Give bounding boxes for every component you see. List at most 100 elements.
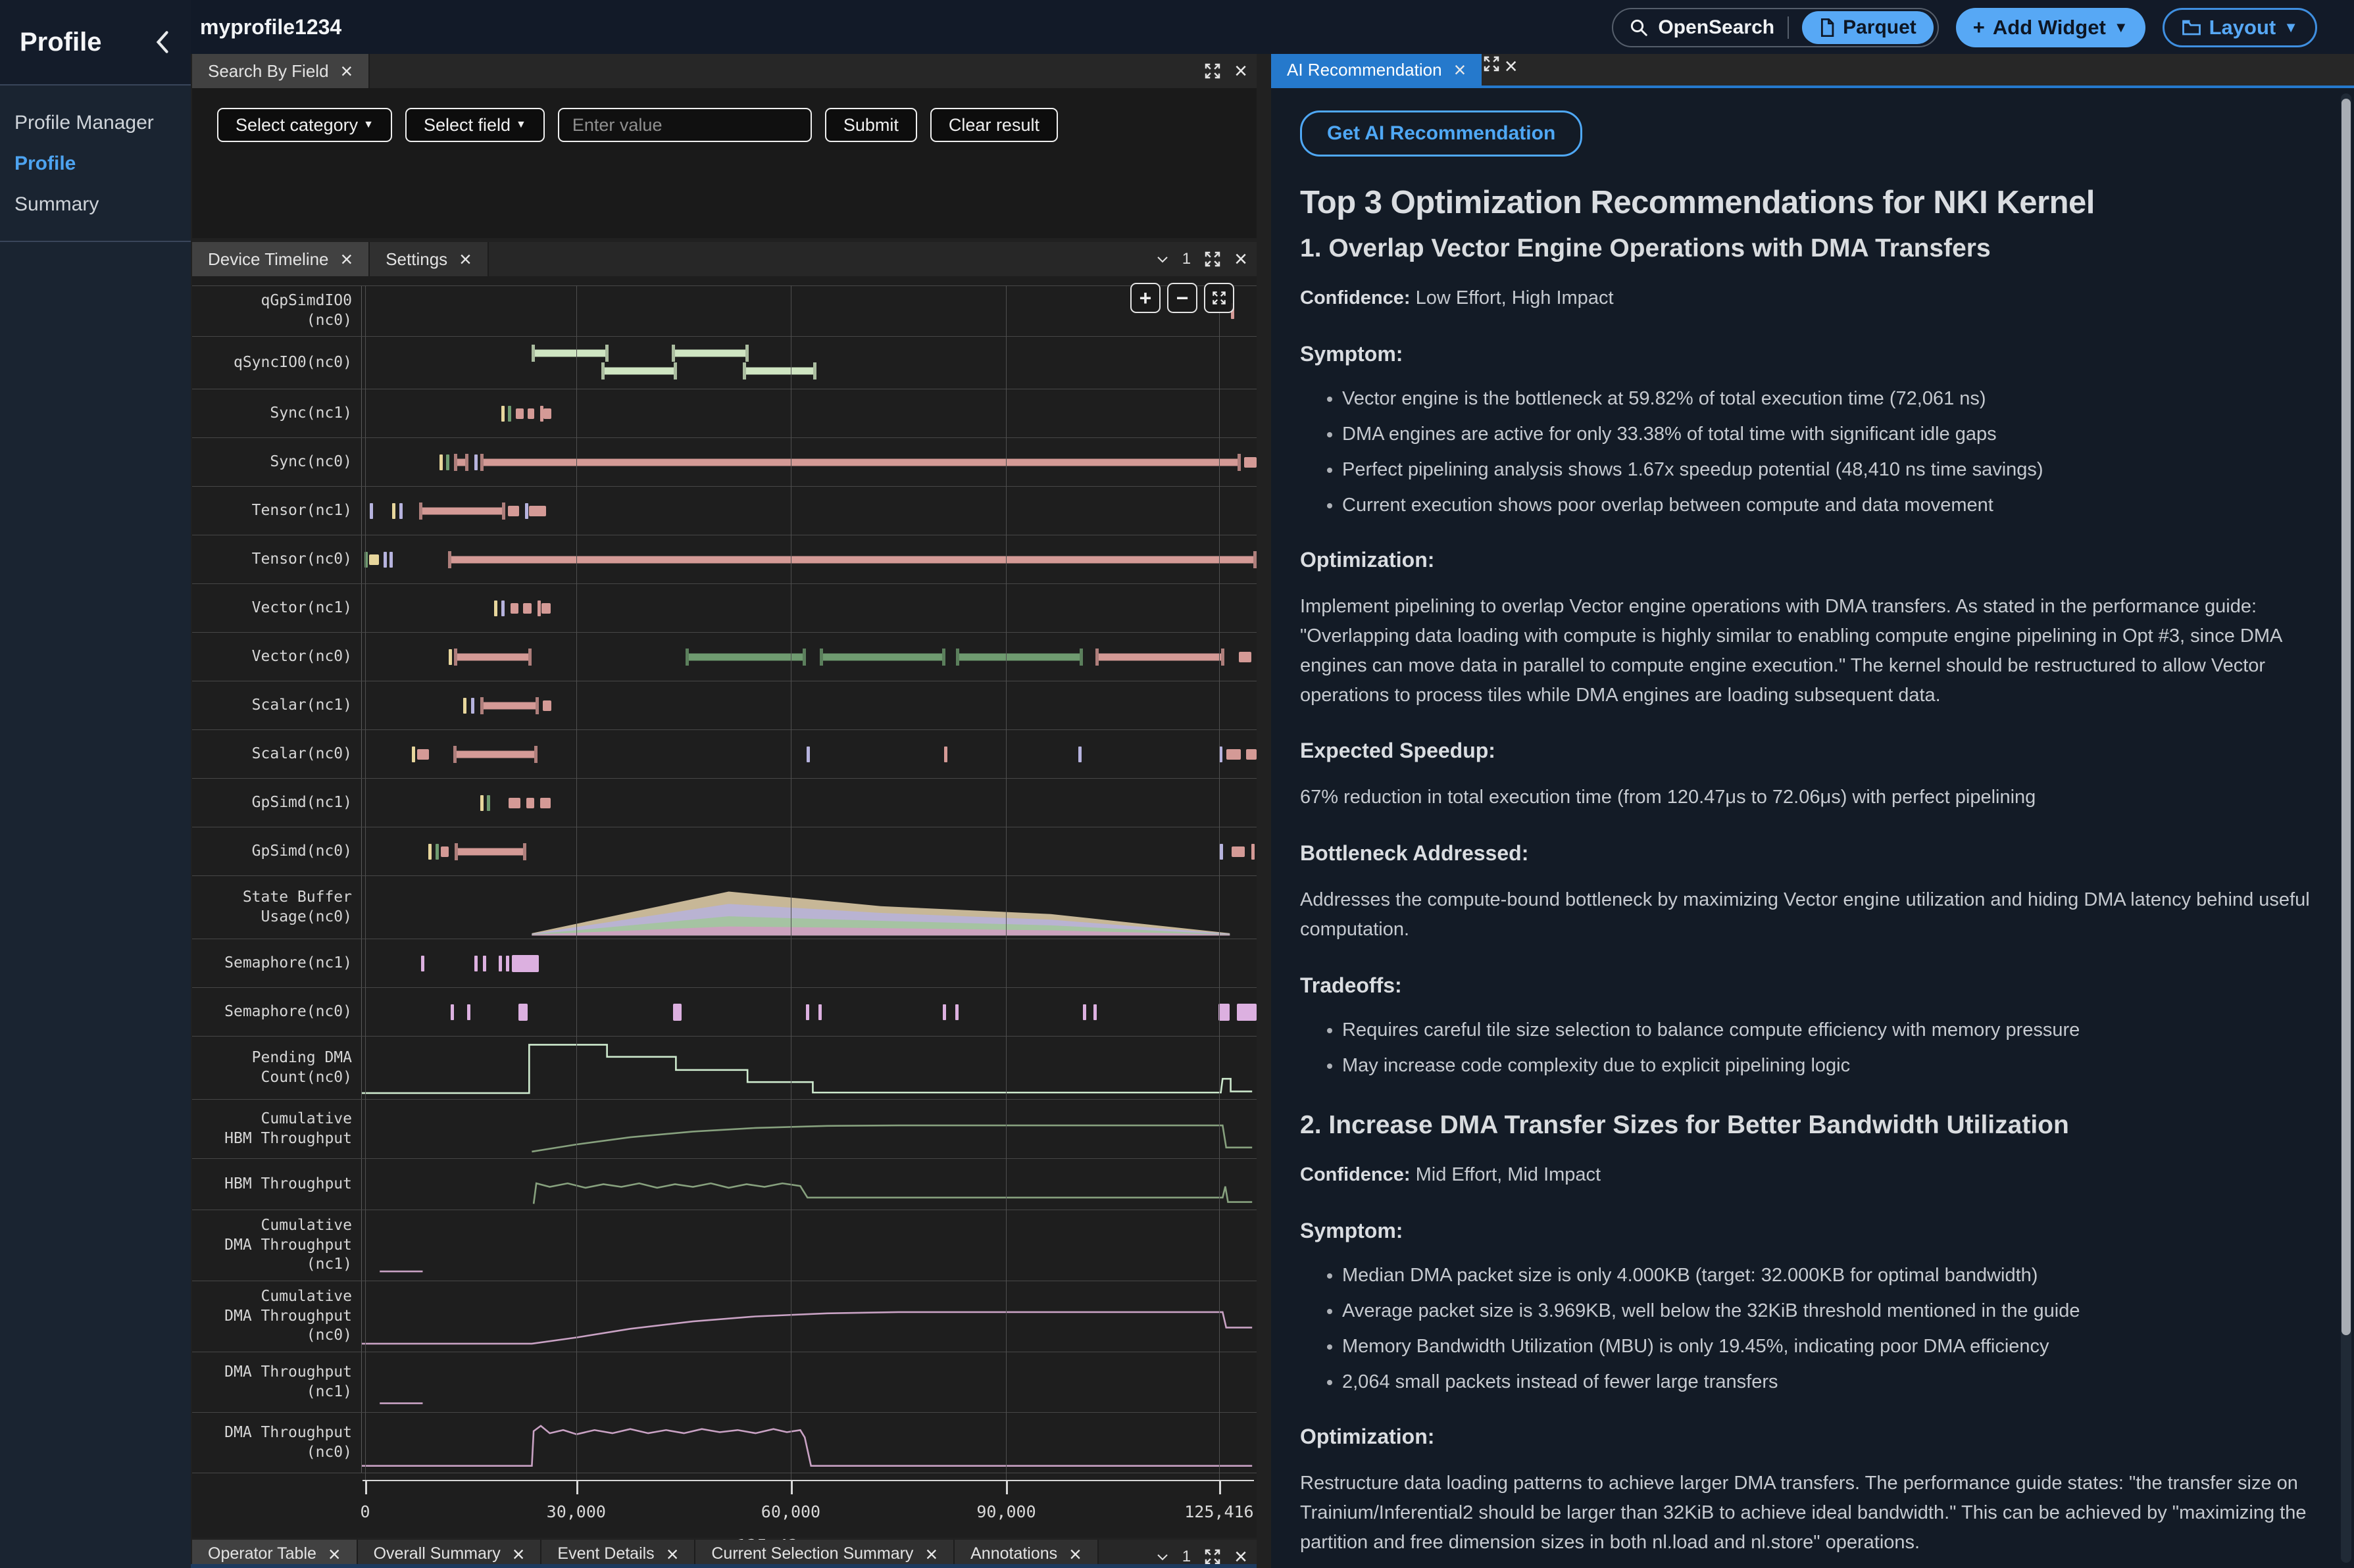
timeline-track-plot[interactable] [362, 389, 1257, 437]
timeline-event[interactable] [522, 602, 532, 614]
timeline-event[interactable] [1237, 1003, 1257, 1021]
timeline-track-plot[interactable] [362, 535, 1257, 583]
layout-button[interactable]: Layout ▼ [2162, 8, 2317, 47]
timeline-track-plot[interactable] [362, 438, 1257, 486]
timeline-event[interactable] [541, 602, 551, 614]
tab-operator-table[interactable]: Operator Table × [192, 1540, 358, 1568]
timeline-track-plot[interactable] [362, 286, 1257, 336]
timeline-event[interactable] [499, 955, 503, 971]
timeline-track-plot[interactable] [362, 1413, 1257, 1473]
timeline-event[interactable] [494, 600, 498, 616]
timeline-track-plot[interactable] [362, 876, 1257, 939]
zoom-out-button[interactable]: − [1167, 283, 1197, 313]
tab-device-timeline[interactable]: Device Timeline × [192, 242, 370, 276]
timeline-event[interactable] [1078, 746, 1082, 762]
timeline-event[interactable] [529, 505, 547, 516]
timeline-event[interactable] [1243, 456, 1257, 468]
timeline-event[interactable] [1095, 633, 1225, 681]
close-icon[interactable]: × [459, 247, 472, 271]
timeline-event[interactable] [501, 405, 505, 422]
close-panel-icon[interactable]: × [1234, 247, 1247, 272]
timeline-event[interactable] [453, 730, 538, 778]
expand-panel-icon[interactable] [1203, 1547, 1222, 1567]
timeline-event[interactable] [1083, 1004, 1087, 1020]
timeline-event[interactable] [512, 954, 539, 972]
expand-panel-icon[interactable] [1203, 61, 1222, 81]
timeline-event[interactable] [942, 1004, 946, 1020]
timeline-event[interactable] [448, 649, 452, 665]
sidebar-item-profile-manager[interactable]: Profile Manager [14, 112, 154, 134]
timeline-event[interactable] [510, 602, 518, 614]
timeline-track-plot[interactable] [362, 1037, 1257, 1099]
timeline-event[interactable] [463, 697, 466, 714]
tab-ai-recommendation[interactable]: AI Recommendation × [1271, 54, 1482, 86]
timeline-event[interactable] [532, 337, 609, 389]
tab-settings[interactable]: Settings × [370, 242, 489, 276]
timeline-event[interactable] [439, 454, 443, 470]
timeline-event[interactable] [501, 600, 505, 616]
close-icon[interactable]: × [512, 1542, 525, 1566]
timeline-event[interactable] [601, 337, 677, 389]
submit-button[interactable]: Submit [824, 108, 917, 142]
timeline-track-plot[interactable] [362, 487, 1257, 535]
timeline-track-plot[interactable] [362, 584, 1257, 632]
timeline-event[interactable] [507, 405, 511, 422]
select-category-button[interactable]: Select category ▼ [217, 108, 392, 142]
timeline-event[interactable] [515, 408, 524, 419]
timeline-track-plot[interactable] [362, 337, 1257, 389]
chevron-down-icon[interactable] [1155, 251, 1170, 267]
timeline-event[interactable] [944, 746, 948, 762]
expand-panel-icon[interactable] [1203, 249, 1222, 269]
timeline-event[interactable] [447, 535, 1257, 583]
close-icon[interactable]: × [340, 247, 353, 271]
timeline-track-plot[interactable] [362, 988, 1257, 1036]
timeline-event[interactable] [480, 681, 539, 729]
timeline-event[interactable] [368, 554, 379, 565]
value-input[interactable] [557, 108, 812, 142]
chevron-down-icon[interactable] [1155, 1549, 1170, 1565]
timeline-event[interactable] [445, 454, 449, 470]
timeline-event[interactable] [507, 505, 520, 516]
close-panel-icon[interactable]: × [1504, 54, 1518, 79]
timeline-event[interactable] [1231, 846, 1245, 857]
timeline-event[interactable] [542, 700, 552, 711]
timeline-event[interactable] [480, 438, 1241, 486]
timeline-track-plot[interactable] [362, 939, 1257, 987]
close-icon[interactable]: × [1453, 58, 1466, 82]
tab-event-details[interactable]: Event Details × [541, 1540, 696, 1568]
timeline-event[interactable] [1218, 746, 1222, 762]
opensearch-button[interactable]: OpenSearch Parquet [1612, 8, 1939, 47]
sidebar-item-summary[interactable]: Summary [14, 193, 99, 215]
timeline-event[interactable] [455, 827, 527, 875]
sidebar-item-profile[interactable]: Profile [14, 153, 76, 174]
timeline-event[interactable] [671, 337, 749, 389]
zoom-in-button[interactable]: + [1130, 283, 1161, 313]
timeline-track-plot[interactable] [362, 1159, 1257, 1210]
get-ai-recommendation-button[interactable]: Get AI Recommendation [1300, 110, 1583, 157]
close-icon[interactable]: × [340, 59, 353, 83]
timeline-event[interactable] [389, 551, 393, 568]
timeline-event[interactable] [428, 843, 432, 860]
timeline-event[interactable] [470, 697, 474, 714]
timeline-track-plot[interactable] [362, 827, 1257, 875]
close-panel-icon[interactable]: × [1234, 59, 1247, 84]
close-icon[interactable]: × [666, 1542, 679, 1566]
tab-annotations[interactable]: Annotations × [955, 1540, 1099, 1568]
timeline-event[interactable] [509, 797, 520, 808]
expand-panel-icon[interactable] [1482, 54, 1501, 74]
timeline-event[interactable] [505, 955, 509, 971]
timeline-track-plot[interactable] [362, 633, 1257, 681]
timeline-event[interactable] [686, 633, 806, 681]
timeline-event[interactable] [480, 795, 484, 811]
timeline-event[interactable] [743, 337, 816, 389]
close-icon[interactable]: × [1069, 1542, 1082, 1566]
tab-overall-summary[interactable]: Overall Summary × [357, 1540, 542, 1568]
scrollbar[interactable] [2341, 93, 2351, 1563]
timeline-event[interactable] [364, 551, 368, 568]
timeline-event[interactable] [474, 955, 478, 971]
reset-zoom-button[interactable] [1204, 283, 1234, 313]
timeline-event[interactable] [450, 1004, 454, 1020]
timeline-event[interactable] [539, 405, 543, 422]
timeline-event[interactable] [526, 797, 535, 808]
timeline-event[interactable] [1220, 843, 1224, 860]
